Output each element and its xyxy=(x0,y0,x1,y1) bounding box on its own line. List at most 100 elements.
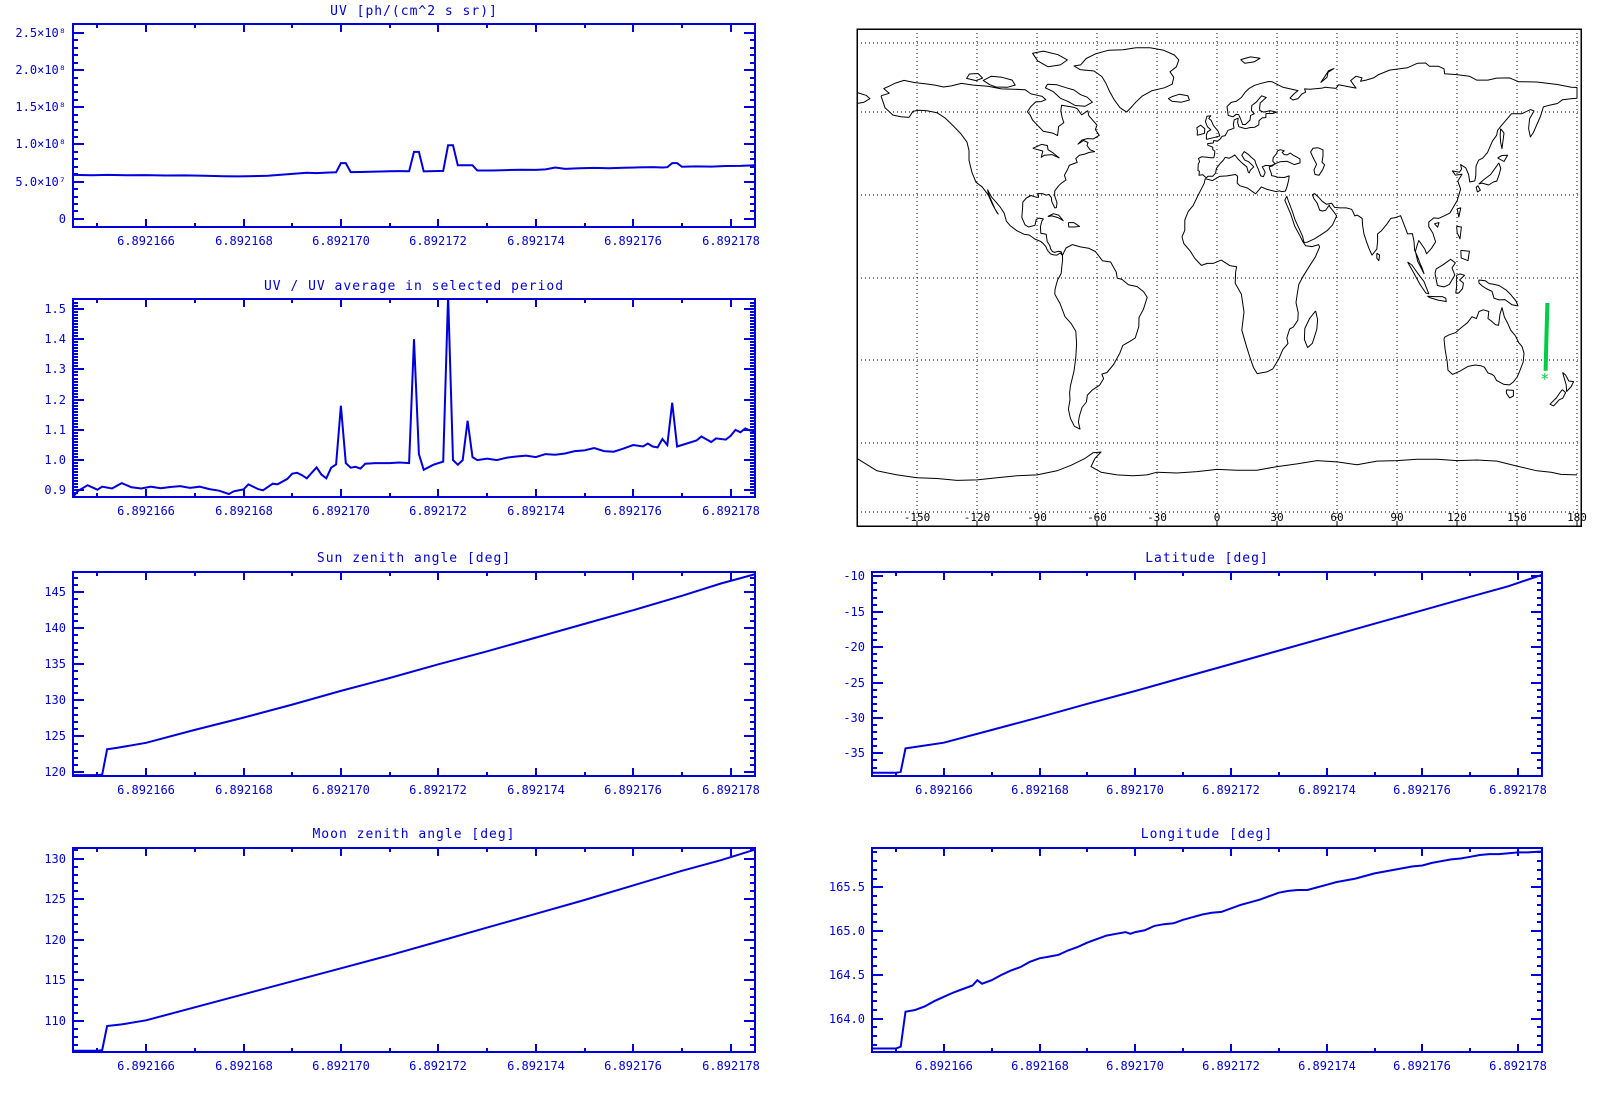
lat-y-tick-label: -25 xyxy=(843,676,865,690)
ratio-y-tick-label: 1.1 xyxy=(44,423,66,437)
uv-y-tick-label: 1.5×10⁸ xyxy=(15,100,66,114)
coastline xyxy=(1475,185,1481,193)
ratio-y-tick-label: 1.5 xyxy=(44,302,66,316)
sun-y-tick-label: 130 xyxy=(44,693,66,707)
map-lon-label: 0 xyxy=(1214,511,1221,524)
coastline xyxy=(1204,115,1221,140)
map-lon-label: 150 xyxy=(1507,511,1527,524)
map-lon-label: 90 xyxy=(1390,511,1403,524)
sun-x-tick-label: 6.892172 xyxy=(409,783,467,797)
coastline xyxy=(1499,128,1505,150)
coastline xyxy=(1478,279,1519,307)
orbit-ground-track xyxy=(1543,302,1550,371)
lat-x-tick-label: 6.892176 xyxy=(1393,783,1451,797)
lat-x-tick-label: 6.892178 xyxy=(1489,783,1547,797)
lat-plot: 6.892166 6.892168 6.892170 6.892172 6.892174… xyxy=(843,569,1547,797)
coastline xyxy=(1310,147,1326,176)
lon-y-tick-label: 165.0 xyxy=(829,924,865,938)
map-lon-label: -150 xyxy=(904,511,931,524)
lat-y-tick-label: -30 xyxy=(843,711,865,725)
lon-x-tick-label: 6.892178 xyxy=(1489,1059,1547,1073)
ratio-x-tick-label: 6.892172 xyxy=(409,504,467,518)
lat-y-tick-label: -15 xyxy=(843,605,865,619)
ratio-plot: 6.892166 6.892168 6.892170 6.892172 6.892174… xyxy=(44,298,760,518)
moon-zenith-line xyxy=(73,848,755,1052)
coastline xyxy=(1032,143,1060,159)
sun-y-tick-label: 125 xyxy=(44,729,66,743)
lon-frame xyxy=(871,847,1543,1053)
lat-x-tick-label: 6.892172 xyxy=(1202,783,1260,797)
lat-y-tick-label: -20 xyxy=(843,640,865,654)
lat-y-tick-label: -35 xyxy=(843,746,865,760)
sun-x-tick-label: 6.892170 xyxy=(312,783,370,797)
ratio-y-tick-label: 1.3 xyxy=(44,362,66,376)
coastline xyxy=(856,451,1578,481)
lon-x-tick-label: 6.892166 xyxy=(915,1059,973,1073)
moon-x-tick-label: 6.892174 xyxy=(507,1059,565,1073)
coastline xyxy=(1434,222,1440,228)
uv-x-tick-label: 6.892168 xyxy=(215,234,273,248)
uv-x-tick-label: 6.892178 xyxy=(702,234,760,248)
ratio-x-tick-label: 6.892174 xyxy=(507,504,565,518)
coastline xyxy=(1456,225,1462,240)
moon-x-tick-label: 6.892172 xyxy=(409,1059,467,1073)
sun-frame xyxy=(72,571,756,777)
uv-plot: 6.892166 6.892168 6.892170 6.892172 6.892174… xyxy=(15,23,760,248)
moon-x-tick-label: 6.892176 xyxy=(604,1059,662,1073)
sun-x-tick-label: 6.892174 xyxy=(507,783,565,797)
lat-x-tick-label: 6.892174 xyxy=(1298,783,1356,797)
longitude-plot-title: Longitude [deg] xyxy=(1140,827,1274,842)
coastline xyxy=(1407,261,1430,295)
coastlines xyxy=(856,47,1578,481)
moon-x-tick-label: 6.892178 xyxy=(702,1059,760,1073)
sun-x-tick-label: 6.892166 xyxy=(117,783,175,797)
ratio-y-tick-label: 1.0 xyxy=(44,453,66,467)
ratio-y-tick-label: 1.2 xyxy=(44,393,66,407)
latitude-plot-title: Latitude [deg] xyxy=(1145,551,1269,566)
moon-frame xyxy=(72,847,756,1053)
coastline xyxy=(1181,62,1578,375)
uv-y-tick-label: 0 xyxy=(59,212,66,226)
lat-x-tick-label: 6.892170 xyxy=(1106,783,1164,797)
ratio-y-tick-label: 0.9 xyxy=(44,483,66,497)
moon-y-tick-label: 115 xyxy=(44,973,66,987)
coastline xyxy=(1455,273,1466,294)
sun-x-tick-label: 6.892178 xyxy=(702,783,760,797)
lon-y-tick-label: 164.5 xyxy=(829,968,865,982)
lat-frame xyxy=(871,571,1543,777)
ratio-x-tick-label: 6.892176 xyxy=(604,504,662,518)
uv-x-tick-label: 6.892166 xyxy=(117,234,175,248)
sun-x-tick-label: 6.892176 xyxy=(604,783,662,797)
sun-zenith-line xyxy=(73,573,755,776)
coastline xyxy=(1167,93,1190,103)
sun-y-tick-label: 120 xyxy=(44,765,66,779)
uv-x-tick-label: 6.892176 xyxy=(604,234,662,248)
latitude-line xyxy=(872,573,1542,774)
coastline xyxy=(1044,83,1093,107)
coastline xyxy=(880,79,1100,256)
lon-y-tick-label: 165.5 xyxy=(829,880,865,894)
map-lon-label: -30 xyxy=(1147,511,1167,524)
moon-plot: 6.892166 6.892168 6.892170 6.892172 6.892174… xyxy=(44,847,760,1073)
uv-ratio-plot-title: UV / UV average in selected period xyxy=(263,279,565,294)
coastline xyxy=(1047,213,1064,222)
ratio-x-tick-label: 6.892170 xyxy=(312,504,370,518)
uv-y-tick-label: 2.5×10⁸ xyxy=(15,26,66,40)
moon-x-tick-label: 6.892166 xyxy=(117,1059,175,1073)
world-map: -150 -120 -90 -60 -30 0 30 60 90 120 150 180 * xyxy=(856,28,1587,527)
map-lon-label: 120 xyxy=(1447,511,1467,524)
uv-x-tick-label: 6.892174 xyxy=(507,234,565,248)
map-lon-label: -120 xyxy=(964,511,991,524)
sun-x-tick-label: 6.892168 xyxy=(215,783,273,797)
coastline xyxy=(1376,252,1381,262)
coastline xyxy=(1303,310,1319,349)
longitude-line xyxy=(872,850,1542,1050)
ratio-frame xyxy=(72,298,756,498)
uv-ratio-line xyxy=(73,299,755,497)
lon-x-tick-label: 6.892176 xyxy=(1393,1059,1451,1073)
ratio-x-tick-label: 6.892166 xyxy=(117,504,175,518)
coastline xyxy=(1067,222,1081,228)
uv-frame xyxy=(72,23,756,228)
